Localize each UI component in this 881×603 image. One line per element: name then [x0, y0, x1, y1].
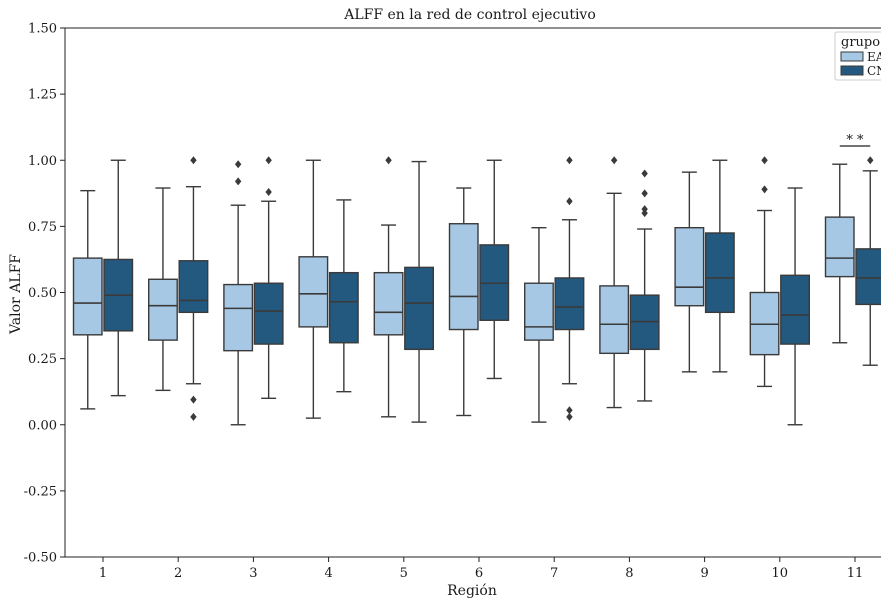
- x-axis-label: Región: [447, 583, 497, 599]
- legend-swatch-cn: [840, 65, 864, 76]
- box-cn-6: [479, 159, 510, 380]
- box-ea-8: [599, 192, 630, 409]
- y-tick-label: 0.25: [28, 352, 57, 367]
- box-body: [554, 277, 585, 331]
- outlier-point: [190, 156, 197, 165]
- box-body: [147, 278, 178, 341]
- box-body: [524, 282, 554, 341]
- outlier-point: [867, 156, 874, 165]
- x-tick-label: 11: [847, 566, 864, 581]
- outlier-point: [610, 156, 618, 165]
- x-tick-label: 2: [174, 566, 182, 581]
- x-tick-label: 9: [700, 566, 708, 581]
- box-body: [674, 226, 705, 307]
- legend-label-cn: CN: [867, 64, 881, 78]
- outlier-point: [566, 412, 573, 421]
- box-cn-4: [328, 199, 359, 393]
- chart-title: ALFF en la red de control ejecutivo: [343, 7, 596, 23]
- box-body: [704, 232, 735, 314]
- box-cn-11: [855, 170, 881, 366]
- x-tick-label: 6: [475, 566, 483, 581]
- x-tick-label: 10: [772, 566, 789, 581]
- box-cn-8: [629, 228, 660, 402]
- box-body: [328, 271, 359, 344]
- box-body: [404, 266, 434, 351]
- outlier-point: [566, 197, 573, 206]
- box-body: [373, 271, 404, 336]
- box-ea-11: [824, 163, 855, 344]
- outlier-point: [761, 156, 768, 165]
- y-tick-label: -0.25: [24, 484, 57, 499]
- box-ea-1: [72, 189, 103, 410]
- box-ea-2: [147, 187, 178, 392]
- box-cn-5: [404, 160, 434, 423]
- x-tick-label: 1: [99, 566, 107, 581]
- box-body: [72, 257, 103, 336]
- outlier-point: [761, 185, 768, 194]
- box-body: [599, 285, 630, 355]
- box-body: [855, 248, 881, 306]
- box-ea-9: [674, 171, 705, 373]
- box-cn-1: [103, 159, 134, 397]
- outlier-point: [234, 177, 242, 186]
- plot-area: 1.50 1.25 1.00 0.75 0.50 0.25 0.00 -0.25 -0.50 1 2…: [24, 22, 881, 581]
- box-ea-7: [524, 226, 554, 423]
- legend: grupo EA CN: [834, 31, 881, 81]
- legend-label-ea: EA: [867, 50, 881, 64]
- outlier-point: [566, 406, 573, 415]
- box-cn-10: [780, 187, 810, 426]
- outlier-point: [566, 156, 573, 165]
- box-ea-10: [749, 209, 780, 388]
- outlier-point: [190, 412, 197, 421]
- outlier-point: [641, 189, 648, 198]
- box-body: [824, 216, 855, 278]
- box-cn-9: [704, 159, 735, 373]
- box-cn-2: [178, 185, 209, 385]
- y-tick-label: -0.50: [24, 551, 57, 566]
- outlier-point: [641, 169, 648, 178]
- outlier-point: [265, 156, 272, 165]
- box-body: [780, 274, 810, 345]
- x-tick-label: 8: [625, 566, 633, 581]
- box-ea-6: [448, 187, 479, 417]
- box-body: [298, 256, 329, 328]
- box-body: [253, 282, 284, 345]
- legend-swatch-ea: [840, 51, 864, 62]
- y-tick-label: 1.25: [28, 88, 57, 103]
- significance-label: * *: [846, 133, 864, 148]
- y-tick-label: 0.50: [28, 286, 57, 301]
- x-tick-label: 3: [249, 566, 257, 581]
- x-tick-label: 4: [324, 566, 332, 581]
- y-axis-label: Valor ALFF: [8, 254, 24, 335]
- box-ea-5: [373, 224, 404, 418]
- outlier-point: [641, 205, 648, 214]
- y-tick-label: 0.00: [28, 418, 57, 433]
- box-cn-3: [253, 200, 284, 399]
- outlier-point: [190, 395, 197, 404]
- box-body: [448, 223, 479, 331]
- outlier-point: [385, 156, 392, 165]
- box-body: [223, 283, 254, 352]
- x-tick-label: 5: [400, 566, 408, 581]
- outlier-point: [265, 187, 272, 196]
- box-ea-3: [223, 204, 254, 426]
- y-tick-label: 1.50: [28, 22, 57, 37]
- outlier-point: [234, 160, 242, 169]
- y-tick-label: 0.75: [28, 220, 57, 235]
- box-cn-7: [554, 219, 585, 385]
- legend-title: grupo: [841, 35, 880, 50]
- x-tick-label: 7: [550, 566, 558, 581]
- box-body: [178, 260, 209, 314]
- y-tick-label: 1.00: [28, 154, 57, 169]
- box-ea-4: [298, 159, 329, 419]
